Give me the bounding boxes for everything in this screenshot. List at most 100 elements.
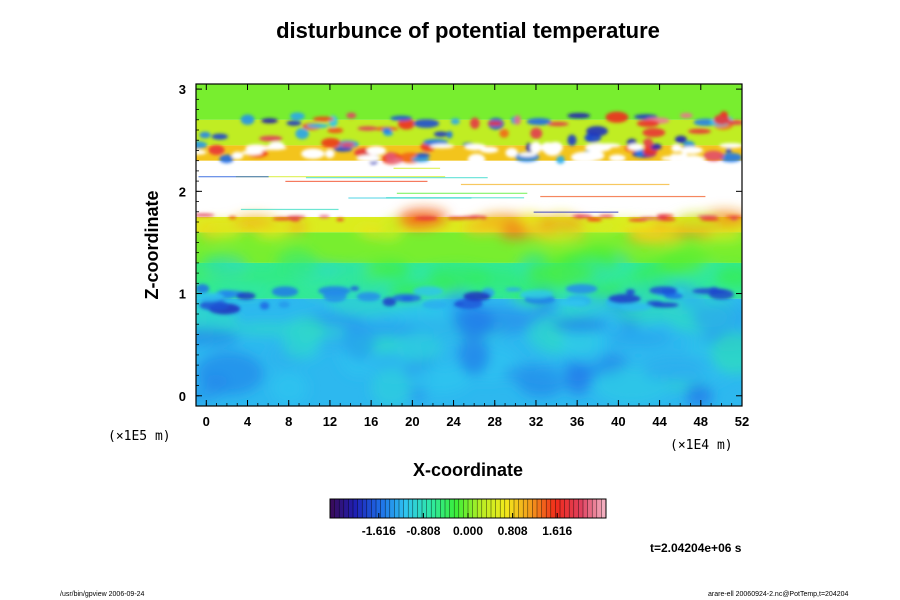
texture-spot [287, 215, 306, 219]
texture-spot [470, 117, 480, 129]
missing-spot [429, 143, 455, 149]
texture-spot [547, 121, 569, 127]
texture-spot [415, 153, 431, 158]
colorbar-cell [371, 499, 377, 518]
texture-spot [312, 116, 334, 122]
x-tick-label: 12 [323, 414, 337, 429]
texture-spot [725, 148, 732, 153]
colorbar-cell [587, 499, 593, 518]
colorbar-cell [564, 499, 570, 518]
colorbar-cell [440, 499, 446, 518]
texture-spot [567, 134, 577, 146]
texture-spot [559, 299, 588, 307]
texture-spot [687, 337, 716, 356]
colorbar-cell [403, 499, 409, 518]
texture-spot [415, 216, 438, 220]
missing-spot [595, 143, 621, 148]
colorbar-cell [514, 499, 519, 518]
missing-spot [231, 151, 244, 160]
texture-spot [306, 123, 329, 129]
texture-spot [618, 302, 653, 311]
texture-spot [688, 128, 712, 134]
colorbar-cell [376, 499, 381, 518]
texture-spot [259, 301, 270, 310]
texture-spot [340, 142, 355, 148]
texture-spot [377, 230, 401, 240]
texture-spot [499, 128, 509, 138]
colorbar-cell [458, 499, 464, 518]
texture-spot [241, 271, 292, 282]
x-tick-label: 24 [446, 414, 461, 429]
texture-spot [333, 146, 353, 152]
texture-spot [463, 291, 491, 302]
texture-spot [535, 216, 585, 228]
colorbar-cell [560, 499, 565, 518]
colorbar-cell [573, 499, 579, 518]
band-7 [196, 84, 742, 120]
texture-spot [321, 138, 341, 148]
streak [305, 177, 488, 179]
colorbar-cell [454, 499, 460, 518]
colorbar-cell [463, 499, 469, 518]
texture-spot [289, 112, 305, 121]
texture-spot [271, 286, 299, 297]
y-tick-label: 2 [179, 184, 186, 199]
missing-spot [681, 155, 706, 166]
missing-spot [608, 154, 626, 162]
x-axis-title: X-coordinate [413, 460, 523, 480]
x-tick-label: 16 [364, 414, 378, 429]
texture-spot [450, 118, 460, 125]
colorbar-cell [412, 499, 418, 518]
colorbar-cell [532, 499, 538, 518]
y-axis: 0 1 2 3 [179, 82, 742, 404]
missing-spot [241, 150, 263, 156]
colorbar-cell [491, 499, 496, 518]
texture-spot [463, 219, 503, 234]
texture-spot [719, 152, 742, 163]
texture-spot [514, 115, 521, 126]
texture-spot [571, 214, 593, 218]
y-tick-label: 3 [179, 82, 186, 97]
texture-spot [672, 229, 713, 236]
missing-spot [671, 144, 682, 153]
colorbar-tick-label: 0.000 [453, 524, 483, 538]
texture-spot [636, 119, 660, 128]
texture-spot [196, 141, 208, 149]
streak [533, 211, 619, 213]
texture-spot [336, 218, 345, 222]
streak [396, 192, 528, 194]
colorbar-cell [348, 499, 354, 518]
colorbar-cell [578, 499, 584, 518]
streak [393, 167, 441, 169]
texture-spot [433, 131, 448, 137]
missing-spot [467, 153, 486, 166]
texture-spot [318, 215, 330, 219]
streak [198, 176, 269, 178]
missing-spot [196, 149, 207, 155]
texture-spot [713, 266, 742, 287]
texture-spot [374, 262, 412, 278]
texture-spot [526, 117, 552, 126]
colorbar-cell [583, 499, 588, 518]
colorbar-cell [385, 499, 391, 518]
texture-spot [259, 135, 283, 142]
texture-spot [634, 228, 685, 245]
colorbar-cell [362, 499, 368, 518]
x-tick-label: 8 [285, 414, 292, 429]
streak [460, 183, 670, 186]
colorbar-cell [366, 499, 372, 518]
texture-spot [426, 265, 491, 291]
x-tick-label: 28 [488, 414, 502, 429]
colorbar-cell [431, 499, 437, 518]
colorbar-cell [537, 499, 542, 518]
texture-spot [350, 286, 360, 291]
texture-spot [286, 120, 302, 126]
texture-spot [196, 327, 240, 347]
x-tick-label: 48 [694, 414, 708, 429]
texture-spot [505, 287, 522, 292]
texture-spot [480, 216, 487, 220]
footer-right: arare-ell 20060924-2.nc@PotTemp,t=204204 [708, 591, 849, 598]
colorbar-cell [339, 499, 345, 518]
texture-spot [703, 150, 724, 162]
texture-spot [322, 264, 371, 275]
